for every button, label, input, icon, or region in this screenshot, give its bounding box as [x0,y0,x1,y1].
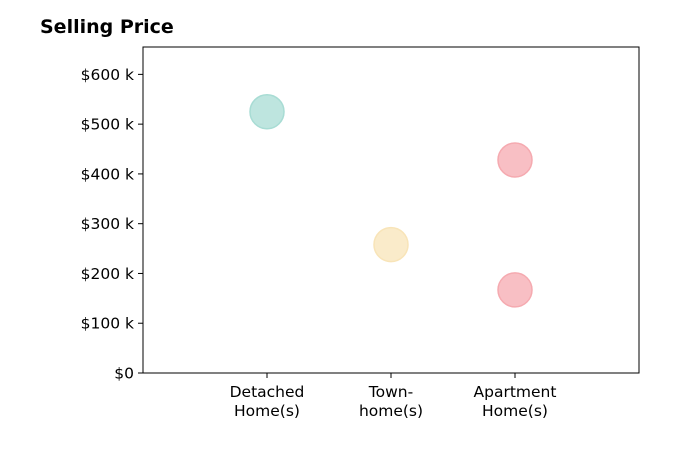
x-tick-label: Town-home(s) [359,383,423,420]
y-tick-label: $100 k [81,315,134,333]
y-tick-label: $600 k [81,66,134,84]
plot-frame [142,46,640,374]
y-tick-label: $0 [114,365,134,383]
data-point [497,142,533,178]
y-tick-label: $500 k [81,116,134,134]
x-tick-label: Detached Home(s) [230,383,305,420]
x-tick-label: Apartment Home(s) [474,383,557,420]
data-point [249,93,285,130]
chart-title: Selling Price [40,16,174,38]
data-point [497,272,533,308]
y-tick-label: $200 k [81,265,134,283]
y-tick-label: $300 k [81,215,134,233]
data-point [373,226,409,263]
y-tick-label: $400 k [81,165,134,183]
